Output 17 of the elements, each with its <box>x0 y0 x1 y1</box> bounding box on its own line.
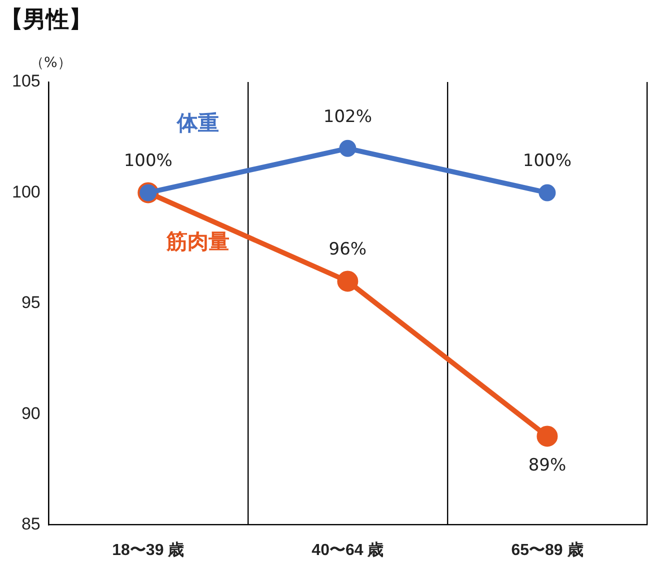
series-label: 筋肉量 <box>166 229 230 254</box>
chart-title: 【男性】 <box>0 6 92 35</box>
data-label: 100% <box>522 151 572 172</box>
x-tick-label: 40〜64 歳 <box>312 540 384 559</box>
data-label: 102% <box>323 106 372 127</box>
data-label: 100% <box>124 151 172 172</box>
x-tick-label: 18〜39 歳 <box>112 540 184 559</box>
y-tick-label: 105 <box>12 72 40 91</box>
y-tick-label: 100 <box>12 182 40 202</box>
series-label: 体重 <box>176 111 220 136</box>
data-label: 96% <box>328 240 367 260</box>
y-tick-label: 85 <box>21 514 40 534</box>
data-label: 89% <box>528 456 566 476</box>
y-tick-label: 95 <box>21 293 40 312</box>
y-axis-title: （%） <box>30 54 72 72</box>
x-tick-label: 65〜89 歳 <box>511 540 584 559</box>
y-tick-label: 90 <box>21 404 40 423</box>
